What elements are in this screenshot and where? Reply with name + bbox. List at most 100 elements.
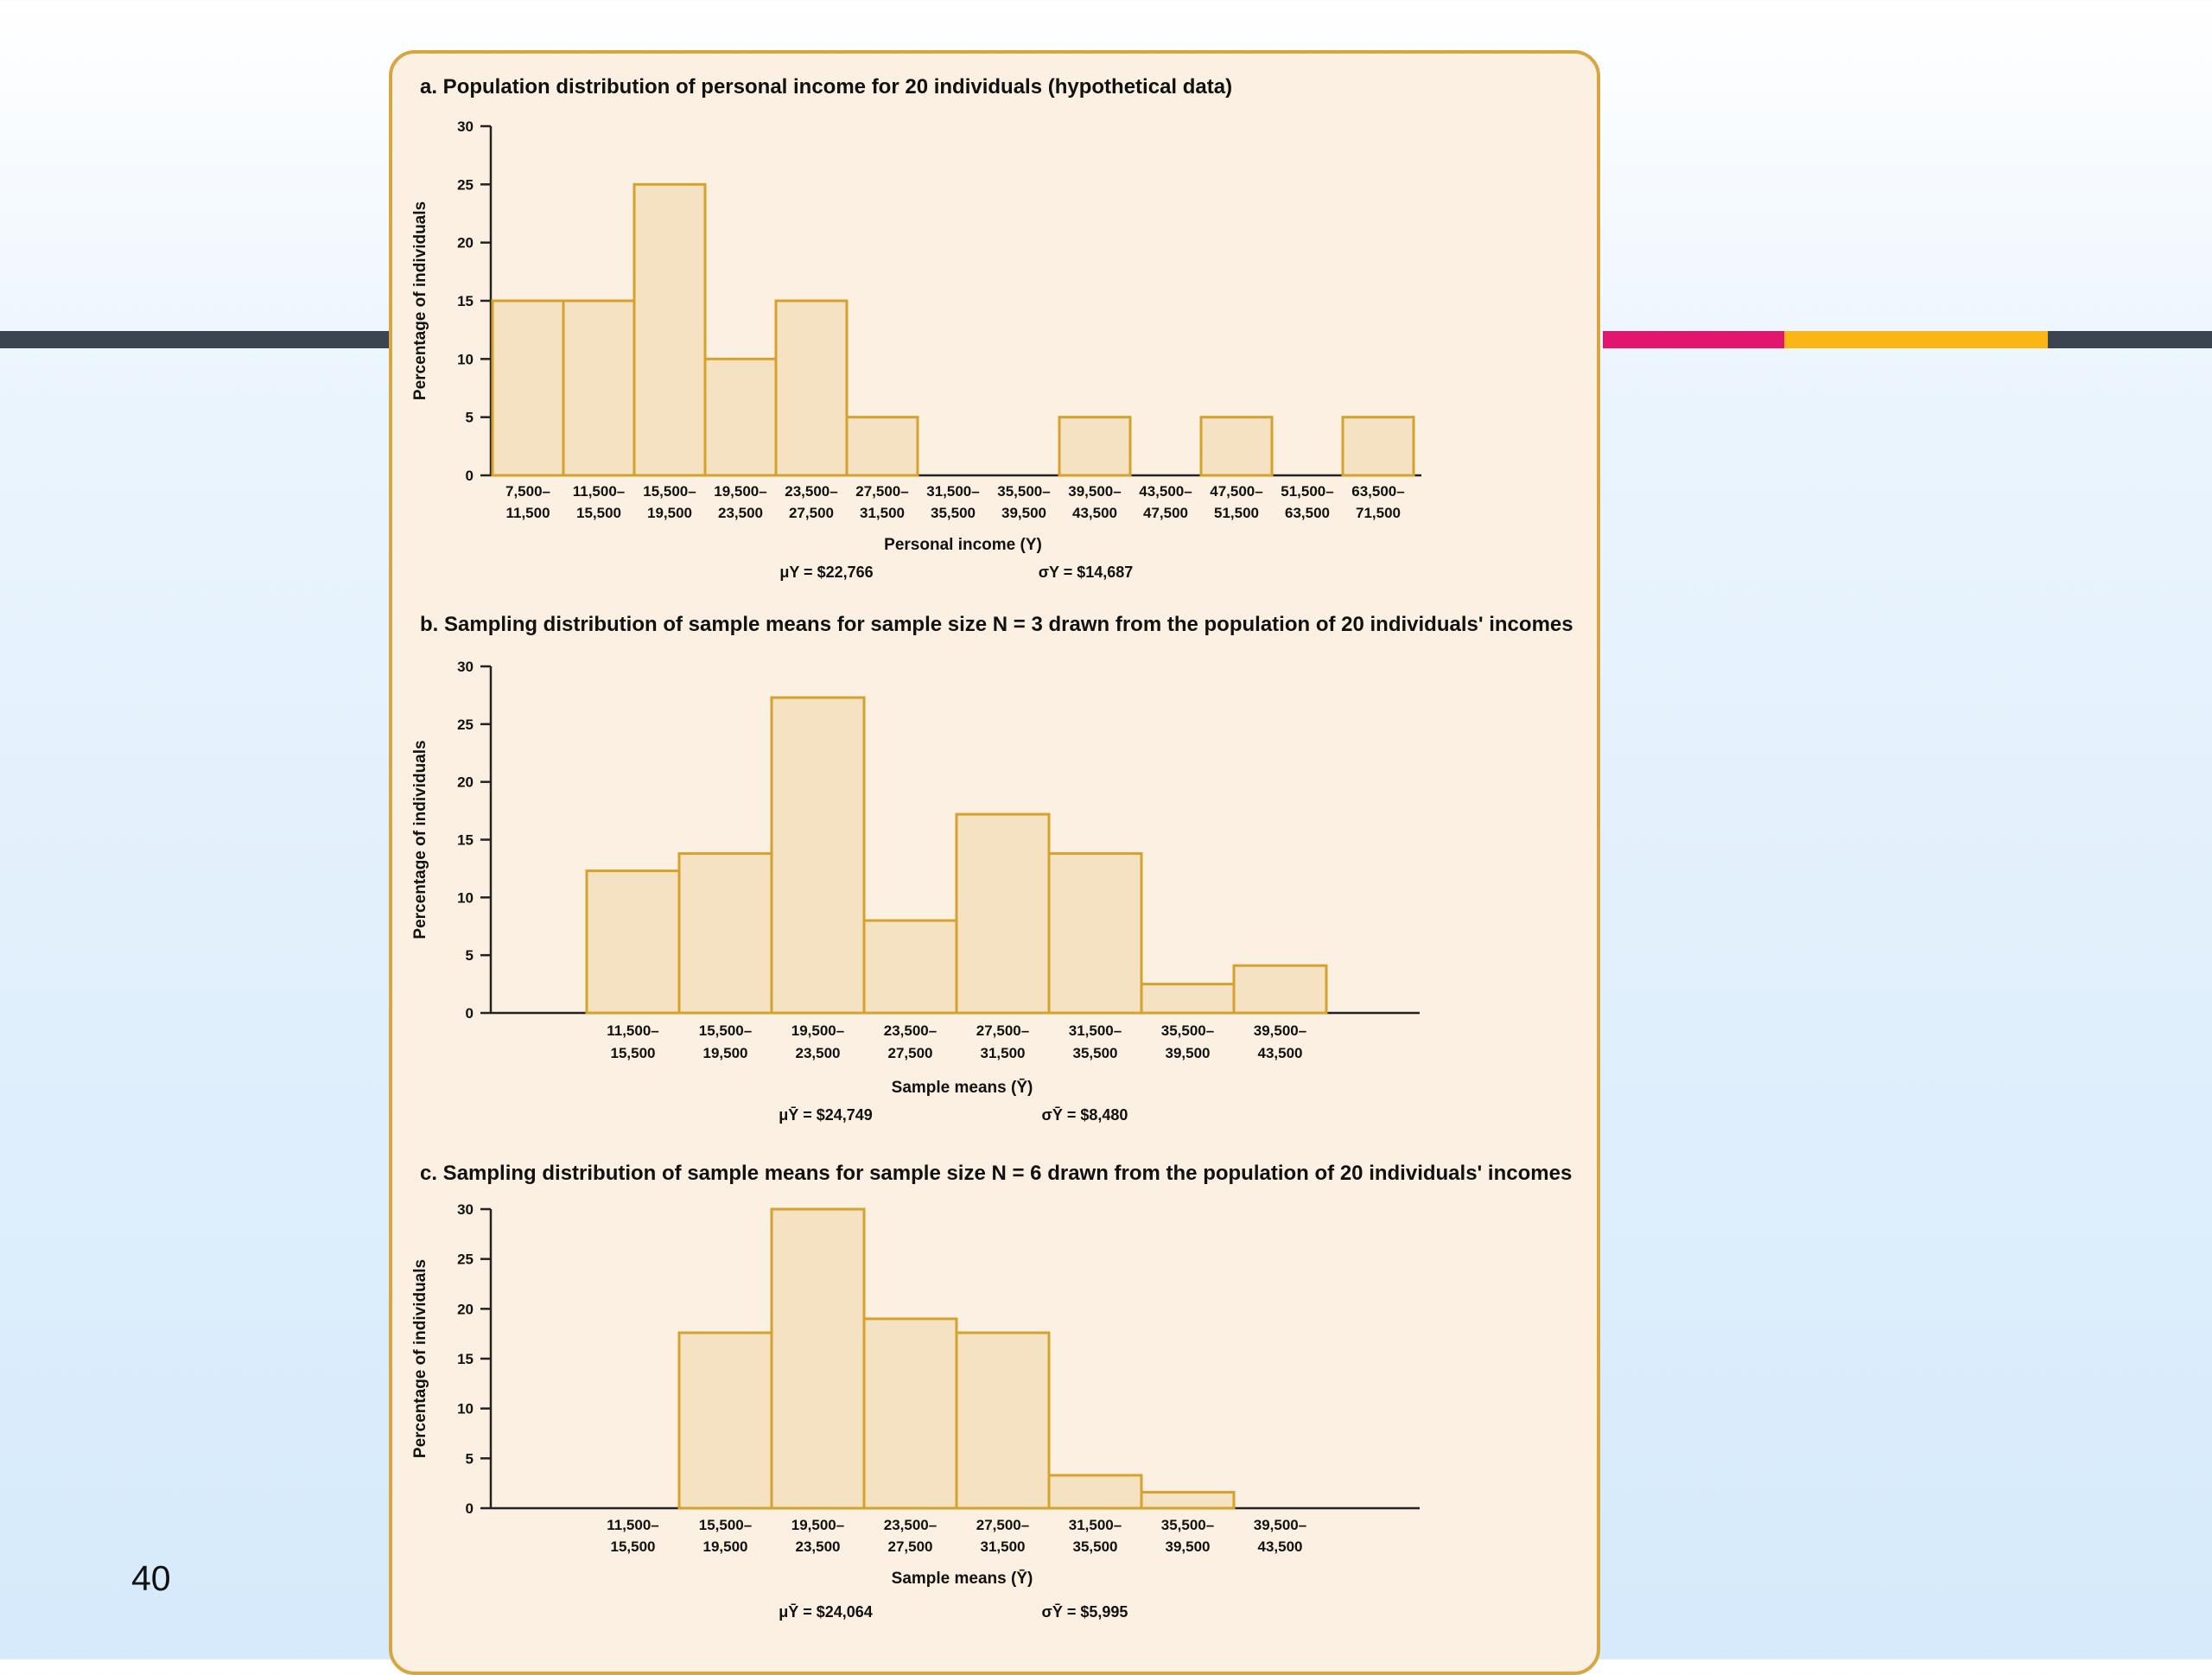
y-tick-label: 15 [457, 293, 474, 309]
mean-annotation: μY = $22,766 [779, 564, 873, 581]
x-category-label: 11,500 [505, 505, 550, 521]
histogram-figure: a. Population distribution of personal i… [411, 75, 1573, 1621]
chart-title: b. Sampling distribution of sample means… [420, 613, 1573, 636]
x-category-label: 15,500– [699, 1517, 752, 1533]
bar [770, 696, 866, 1015]
x-category-label: 11,500– [573, 483, 626, 500]
bar [1199, 416, 1274, 477]
y-axis-label: Percentage of individuals [411, 1259, 429, 1458]
bar [632, 182, 707, 477]
chart-title: c. Sampling distribution of sample means… [420, 1162, 1572, 1185]
x-category-label: 23,500 [796, 1045, 841, 1061]
y-tick-label: 10 [457, 1401, 474, 1417]
x-category-label: 31,500 [981, 1045, 1026, 1061]
x-category-label: 31,500– [1069, 1022, 1122, 1039]
y-tick-label: 30 [457, 118, 474, 135]
accent-bar-gold [1784, 331, 2048, 348]
x-category-label: 15,500– [699, 1022, 752, 1039]
x-category-label: 35,500– [997, 483, 1050, 500]
y-axis-label: Percentage of individuals [411, 201, 429, 400]
x-category-label: 43,500 [1258, 1538, 1303, 1555]
x-category-label: 35,500 [1073, 1538, 1118, 1555]
x-category-label: 15,500 [611, 1538, 656, 1555]
chart-title: a. Population distribution of personal i… [420, 75, 1232, 99]
bar [955, 1331, 1051, 1510]
bar [1047, 1474, 1143, 1510]
x-category-label: 63,500– [1351, 483, 1404, 500]
bar [562, 299, 636, 477]
y-tick-label: 15 [457, 832, 474, 849]
y-tick-label: 25 [457, 1251, 474, 1268]
x-category-label: 27,500– [855, 483, 908, 500]
bar [1232, 964, 1328, 1015]
x-category-label: 27,500– [976, 1022, 1029, 1039]
x-category-label: 43,500– [1139, 483, 1192, 500]
x-category-label: 19,500 [703, 1045, 748, 1061]
x-category-label: 19,500 [647, 505, 692, 521]
x-category-label: 27,500 [789, 505, 834, 521]
bar [774, 299, 849, 477]
x-category-label: 47,500– [1210, 483, 1262, 500]
x-category-label: 43,500 [1258, 1045, 1303, 1061]
y-tick-label: 20 [457, 774, 474, 791]
bar [677, 852, 773, 1015]
x-category-label: 15,500 [611, 1045, 656, 1061]
x-category-label: 39,500 [1166, 1538, 1211, 1555]
std-dev-annotation: σȲ = $5,995 [1042, 1603, 1128, 1621]
y-tick-label: 30 [457, 1201, 474, 1218]
x-category-label: 39,500– [1254, 1022, 1306, 1039]
x-category-label: 23,500 [796, 1538, 841, 1555]
x-category-label: 19,500 [703, 1538, 748, 1555]
y-tick-label: 25 [457, 716, 474, 733]
y-tick-label: 20 [457, 1301, 474, 1317]
bar [1047, 852, 1143, 1015]
x-category-label: 27,500 [888, 1538, 933, 1555]
y-tick-label: 15 [457, 1351, 474, 1367]
y-tick-label: 10 [457, 889, 474, 906]
x-category-label: 51,500– [1281, 483, 1333, 500]
x-category-label: 23,500– [884, 1022, 937, 1039]
std-dev-annotation: σȲ = $8,480 [1042, 1106, 1128, 1124]
y-tick-label: 0 [466, 1500, 474, 1517]
bar [491, 299, 565, 477]
bar [1140, 983, 1236, 1015]
x-category-label: 35,500 [931, 505, 976, 521]
std-dev-annotation: σY = $14,687 [1039, 564, 1134, 581]
x-category-label: 11,500– [607, 1022, 659, 1039]
bar [862, 919, 958, 1015]
x-category-label: 39,500– [1068, 483, 1121, 500]
x-category-label: 19,500– [714, 483, 766, 500]
x-category-label: 31,500– [1069, 1517, 1122, 1533]
accent-bar-dark-right [2048, 331, 2212, 348]
x-category-label: 39,500 [1166, 1045, 1211, 1061]
mean-annotation: μȲ = $24,064 [779, 1603, 873, 1621]
bar [845, 416, 919, 477]
x-axis-label: Sample means (Ȳ) [892, 1570, 1033, 1588]
x-category-label: 71,500 [1356, 505, 1401, 521]
x-category-label: 19,500– [791, 1517, 844, 1533]
bar [1140, 1491, 1236, 1510]
accent-bar-pink [1603, 331, 1784, 348]
accent-bar-dark-left [0, 331, 397, 348]
mean-annotation: μȲ = $24,749 [779, 1106, 873, 1124]
x-category-label: 7,500– [505, 483, 550, 500]
bar [1341, 416, 1415, 477]
x-category-label: 35,500– [1161, 1517, 1214, 1533]
x-category-label: 31,500 [860, 505, 905, 521]
x-category-label: 27,500– [976, 1517, 1029, 1533]
x-category-label: 31,500– [926, 483, 979, 500]
y-tick-label: 5 [466, 947, 474, 964]
bar [703, 357, 778, 477]
bar [1058, 416, 1132, 477]
x-category-label: 39,500 [1001, 505, 1046, 521]
y-tick-label: 5 [466, 1450, 474, 1467]
x-category-label: 23,500 [718, 505, 763, 521]
bar [585, 869, 681, 1015]
y-tick-label: 5 [466, 410, 474, 426]
x-axis-label: Personal income (Y) [884, 536, 1042, 554]
x-category-label: 43,500 [1072, 505, 1117, 521]
y-tick-label: 0 [466, 1005, 474, 1022]
x-category-label: 15,500– [643, 483, 696, 500]
x-category-label: 15,500 [576, 505, 621, 521]
bar [677, 1331, 773, 1510]
